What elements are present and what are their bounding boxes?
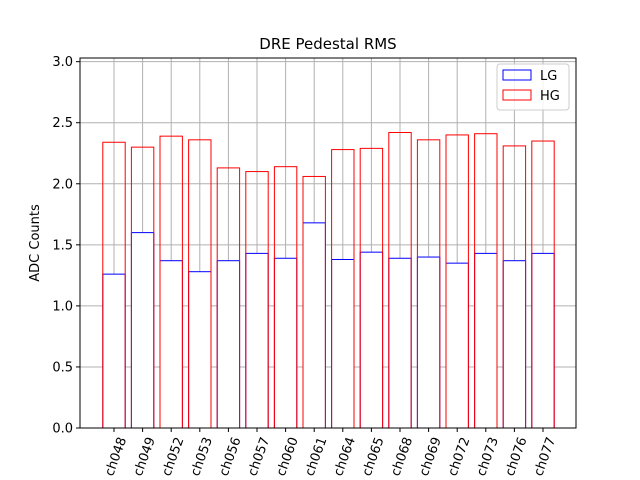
bar-hg-ch061 [302,175,326,429]
legend: LG HG [496,63,570,111]
bar-hg-ch076 [502,145,527,429]
bar-hg-ch064 [331,149,355,429]
y-tick-label: 2.5 [52,116,73,131]
legend-box [496,63,570,111]
bar-hg-ch068 [388,131,412,429]
legend-swatch-hg [502,89,532,101]
y-tick-label: 0.0 [52,422,73,437]
legend-swatch-lg [502,69,532,81]
y-tick-label: 2.0 [52,177,73,192]
y-tick-label: 0.5 [52,360,73,375]
bar-hg-ch069 [416,139,441,429]
bar-hg-ch077 [531,140,555,429]
plot-area-frame [79,57,577,429]
bar-hg-ch060 [273,166,298,429]
y-tick-label: 1.5 [52,238,73,253]
y-axis-label: ADC Counts [28,204,43,282]
bar-hg-ch065 [359,147,384,429]
legend-label-lg: LG [540,69,557,84]
y-tick-label: 1.0 [52,299,73,314]
bar-hg-ch052 [159,135,183,429]
bar-hg-ch049 [130,146,155,429]
bar-hg-ch073 [474,133,498,429]
y-tick-label: 3.0 [52,55,73,70]
bar-hg-ch057 [245,171,269,429]
bar-hg-ch053 [188,139,212,429]
bar-hg-ch072 [445,134,469,429]
bars [102,131,555,429]
bar-hg-ch056 [216,167,241,429]
legend-label-hg: HG [540,89,560,104]
chart-title: DRE Pedestal RMS [259,35,396,53]
bar-hg-ch048 [102,141,126,429]
